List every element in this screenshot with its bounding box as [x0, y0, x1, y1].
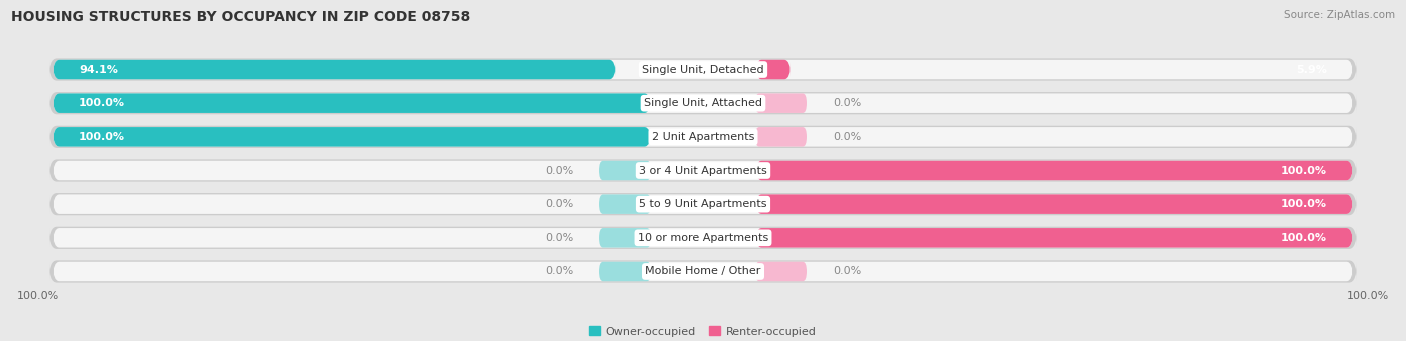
Legend: Owner-occupied, Renter-occupied: Owner-occupied, Renter-occupied — [585, 322, 821, 341]
FancyBboxPatch shape — [49, 193, 1357, 215]
Text: Source: ZipAtlas.com: Source: ZipAtlas.com — [1284, 10, 1395, 20]
Text: 3 or 4 Unit Apartments: 3 or 4 Unit Apartments — [640, 165, 766, 176]
FancyBboxPatch shape — [53, 228, 1353, 248]
Text: 100.0%: 100.0% — [17, 291, 59, 301]
FancyBboxPatch shape — [755, 262, 807, 281]
Text: 100.0%: 100.0% — [1281, 199, 1327, 209]
FancyBboxPatch shape — [755, 161, 1353, 180]
Text: 100.0%: 100.0% — [1347, 291, 1389, 301]
Text: 100.0%: 100.0% — [79, 132, 125, 142]
Text: 0.0%: 0.0% — [544, 266, 574, 277]
Text: 100.0%: 100.0% — [1281, 165, 1327, 176]
Text: HOUSING STRUCTURES BY OCCUPANCY IN ZIP CODE 08758: HOUSING STRUCTURES BY OCCUPANCY IN ZIP C… — [11, 10, 471, 24]
Text: Mobile Home / Other: Mobile Home / Other — [645, 266, 761, 277]
Text: 100.0%: 100.0% — [79, 98, 125, 108]
FancyBboxPatch shape — [53, 60, 1353, 79]
Text: 2 Unit Apartments: 2 Unit Apartments — [652, 132, 754, 142]
FancyBboxPatch shape — [599, 194, 651, 214]
Text: 0.0%: 0.0% — [544, 233, 574, 243]
FancyBboxPatch shape — [53, 262, 1353, 281]
Text: 5 to 9 Unit Apartments: 5 to 9 Unit Apartments — [640, 199, 766, 209]
FancyBboxPatch shape — [49, 92, 1357, 114]
Text: 0.0%: 0.0% — [832, 266, 862, 277]
FancyBboxPatch shape — [53, 127, 1353, 147]
Text: 10 or more Apartments: 10 or more Apartments — [638, 233, 768, 243]
FancyBboxPatch shape — [53, 194, 1353, 214]
FancyBboxPatch shape — [53, 93, 1353, 113]
FancyBboxPatch shape — [599, 228, 651, 248]
FancyBboxPatch shape — [755, 194, 1353, 214]
FancyBboxPatch shape — [53, 93, 651, 113]
Text: Single Unit, Attached: Single Unit, Attached — [644, 98, 762, 108]
FancyBboxPatch shape — [599, 161, 651, 180]
FancyBboxPatch shape — [755, 60, 790, 79]
FancyBboxPatch shape — [53, 60, 616, 79]
FancyBboxPatch shape — [49, 159, 1357, 182]
FancyBboxPatch shape — [53, 161, 1353, 180]
FancyBboxPatch shape — [53, 127, 651, 147]
FancyBboxPatch shape — [49, 126, 1357, 148]
FancyBboxPatch shape — [599, 262, 651, 281]
Text: 100.0%: 100.0% — [1281, 233, 1327, 243]
FancyBboxPatch shape — [755, 228, 1353, 248]
FancyBboxPatch shape — [755, 93, 807, 113]
Text: 0.0%: 0.0% — [832, 132, 862, 142]
FancyBboxPatch shape — [49, 58, 1357, 80]
Text: 0.0%: 0.0% — [832, 98, 862, 108]
Text: 5.9%: 5.9% — [1296, 64, 1327, 75]
Text: 94.1%: 94.1% — [79, 64, 118, 75]
FancyBboxPatch shape — [49, 261, 1357, 283]
FancyBboxPatch shape — [49, 227, 1357, 249]
FancyBboxPatch shape — [755, 127, 807, 147]
Text: 0.0%: 0.0% — [544, 165, 574, 176]
Text: 0.0%: 0.0% — [544, 199, 574, 209]
Text: Single Unit, Detached: Single Unit, Detached — [643, 64, 763, 75]
